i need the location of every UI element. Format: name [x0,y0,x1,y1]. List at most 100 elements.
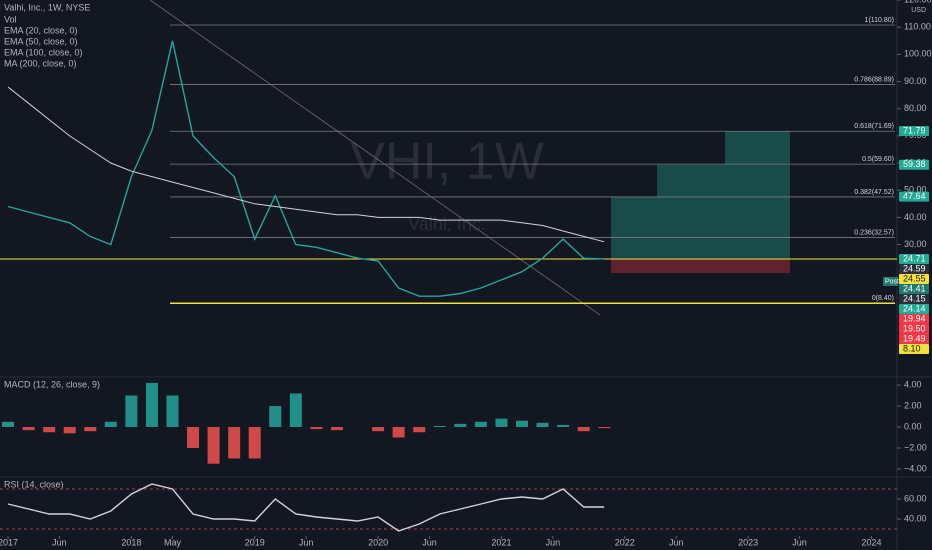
macd-bar [2,421,14,427]
x-tick-label: Jun [546,537,561,547]
x-tick-label: Jun [52,537,67,547]
stop-zone [611,258,790,274]
x-tick-label: 2020 [368,537,388,547]
price-tag-label: 19.94 [903,313,926,323]
price-tag [899,343,929,354]
macd-bar [433,425,446,427]
price-tag [899,191,929,202]
fib-label: 1(110.80) [865,17,894,24]
x-tick-label: May [164,537,182,547]
price-tag [899,323,929,334]
y-tick-label: 40.00 [904,513,927,523]
y-tick-label: 100.00 [904,49,932,59]
legend-item: EMA (50, close, 0) [4,36,78,46]
x-tick-label: 2017 [0,537,18,547]
y-tick-label: 0.00 [904,421,922,431]
macd-bar [577,427,590,432]
price-tag [899,333,929,344]
post-label: Post [885,278,899,285]
fib-label: 0.786(88.89) [854,76,894,83]
macd-bar [22,427,35,431]
y-tick-label: 80.00 [904,103,927,113]
trendline [149,0,601,316]
x-tick-label: 2023 [738,537,758,547]
watermark: VHI, 1W [350,133,544,191]
y-tick-label: 60.00 [904,493,927,503]
macd-bar [125,395,138,427]
price-tag [899,273,929,284]
y-tick-label: 50.00 [904,185,927,195]
price-tag-label: 24.14 [903,303,926,313]
legend-item: MA (200, close, 0) [4,58,77,68]
price-tag [899,253,929,264]
macd-bar [289,393,302,427]
price-tag-label: 19.49 [903,333,926,343]
price-tag [899,293,929,304]
macd-bar [43,427,56,433]
macd-bar [84,427,97,432]
target-zone [611,196,657,259]
y-tick-label: 90.00 [904,76,927,86]
y-tick-label: −2.00 [904,442,927,452]
fib-label: 0(8.40) [872,295,894,302]
x-tick-label: 2022 [615,537,635,547]
price-tag-label: 24.55 [903,273,926,283]
fib-label: 0.382(47.52) [854,189,894,196]
y-tick-label: 40.00 [904,212,927,222]
x-tick-label: Jun [299,537,314,547]
y-tick-label: 110.00 [904,22,931,32]
macd-bar [330,427,343,431]
macd-bar [536,422,549,427]
macd-bar [598,427,611,429]
y-tick-label: −4.00 [904,463,927,473]
price-tag [899,313,929,324]
macd-bar [310,427,323,430]
macd-title: MACD (12, 26, close, 9) [4,379,100,389]
macd-bar [392,427,405,438]
watermark-sub: Valhi, Inc. [408,214,486,234]
macd-bar [104,421,117,427]
macd-bar [454,423,467,427]
macd-bar [495,418,508,427]
macd-bar [372,427,385,432]
macd-bar [166,395,179,427]
series-line [7,86,605,243]
y-tick-label: 4.00 [904,379,922,389]
macd-bar [145,382,158,427]
price-tag [899,126,929,137]
target-zone [725,131,790,259]
macd-bar [474,421,487,427]
price-tag [899,283,929,294]
post-tag [883,276,898,286]
macd-bar [269,406,282,427]
price-tag-label: 24.59 [903,263,926,273]
x-tick-label: Jun [792,537,807,547]
rsi-title: RSI (14, close) [4,479,64,489]
macd-bar [187,427,200,448]
macd-bar [413,427,426,433]
target-zone [657,164,725,259]
series-line [7,40,605,297]
price-tag-label: 71.79 [903,125,926,135]
price-tag [899,159,929,170]
macd-bar [207,427,220,464]
x-tick-label: 2019 [245,537,265,547]
price-tag-label: 19.50 [903,323,926,333]
series-line [7,483,605,532]
fib-label: 0.236(32.57) [854,229,894,236]
y-tick-label: 30.00 [904,239,927,249]
macd-bar [228,427,241,459]
x-tick-label: 2021 [491,537,511,547]
legend-item: Vol [4,14,17,24]
y-tick-label: 2.00 [904,400,922,410]
x-tick-label: Jun [422,537,437,547]
price-tag-label: 8.10 [903,343,921,353]
legend-item: EMA (20, close, 0) [4,25,78,35]
macd-bar [557,424,570,427]
y-tick-label: 120.00 [904,0,932,4]
price-tag [899,263,929,274]
x-tick-label: Jun [669,537,684,547]
macd-bar [516,420,528,427]
